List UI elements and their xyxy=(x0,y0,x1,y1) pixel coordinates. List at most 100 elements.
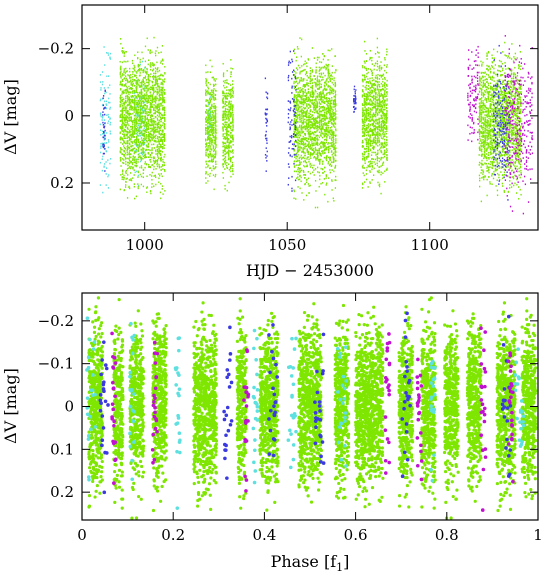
data-point xyxy=(209,108,211,111)
data-point xyxy=(371,108,373,111)
data-point xyxy=(296,77,299,79)
data-point xyxy=(306,148,308,151)
data-point xyxy=(329,147,331,150)
data-point xyxy=(163,144,165,147)
data-point xyxy=(297,108,300,111)
data-point xyxy=(132,106,134,108)
data-point xyxy=(155,159,157,162)
data-point xyxy=(299,169,301,172)
data-point xyxy=(367,148,369,151)
data-point xyxy=(162,193,164,195)
data-point xyxy=(228,115,230,117)
data-point xyxy=(140,104,143,107)
data-point xyxy=(214,105,216,107)
data-point xyxy=(228,124,231,127)
data-point xyxy=(315,190,317,192)
data-point xyxy=(161,140,164,143)
data-point xyxy=(148,135,150,137)
data-point xyxy=(143,89,145,91)
data-point xyxy=(365,128,368,131)
data-point xyxy=(302,101,305,103)
data-point xyxy=(121,130,123,132)
data-point xyxy=(361,95,364,98)
data-point xyxy=(323,114,326,117)
data-point xyxy=(149,166,151,169)
data-point xyxy=(139,105,141,107)
data-point xyxy=(141,142,143,145)
data-point xyxy=(161,117,164,120)
data-point xyxy=(122,161,124,164)
data-point xyxy=(367,118,369,120)
data-point xyxy=(364,62,366,64)
data-point xyxy=(121,74,123,77)
data-point xyxy=(142,84,145,86)
data-point xyxy=(137,138,139,141)
data-point xyxy=(323,94,325,96)
data-point xyxy=(293,132,296,135)
data-point xyxy=(137,156,140,159)
data-point xyxy=(137,119,140,122)
data-point xyxy=(321,150,323,153)
data-point xyxy=(325,129,328,131)
data-point xyxy=(369,108,372,111)
data-point xyxy=(314,179,317,182)
data-point xyxy=(316,101,318,103)
data-point xyxy=(226,124,228,126)
data-point xyxy=(304,84,306,86)
data-point xyxy=(129,87,132,89)
data-point xyxy=(222,106,224,109)
data-point xyxy=(209,107,211,109)
data-point xyxy=(367,123,370,125)
data-point xyxy=(229,160,232,163)
data-point xyxy=(229,150,232,152)
data-point xyxy=(134,164,136,167)
data-point xyxy=(121,109,123,111)
data-point xyxy=(230,136,232,139)
data-point xyxy=(297,136,299,139)
data-point xyxy=(364,148,366,150)
data-point xyxy=(154,76,156,79)
data-point xyxy=(140,152,143,155)
data-point xyxy=(103,166,105,168)
data-point xyxy=(156,124,159,126)
data-point xyxy=(293,119,295,122)
data-point xyxy=(229,108,232,111)
data-point xyxy=(329,72,331,75)
data-point xyxy=(161,164,164,166)
data-point xyxy=(215,106,217,108)
data-point xyxy=(302,131,305,133)
data-point xyxy=(109,118,111,120)
data-point xyxy=(362,153,364,156)
data-point xyxy=(293,100,296,103)
data-point xyxy=(224,160,226,163)
data-point xyxy=(128,162,131,165)
data-point xyxy=(334,95,336,97)
data-point xyxy=(371,86,374,88)
data-point xyxy=(222,98,224,100)
data-point xyxy=(228,181,230,184)
data-point xyxy=(322,78,324,81)
data-point xyxy=(295,152,298,155)
data-point xyxy=(325,147,327,150)
data-point xyxy=(365,115,367,118)
data-point xyxy=(316,125,318,128)
data-point xyxy=(142,140,145,143)
data-point xyxy=(362,158,364,161)
data-point xyxy=(332,88,334,91)
data-point xyxy=(128,167,130,169)
data-point xyxy=(309,144,312,147)
data-point xyxy=(320,79,323,81)
data-point xyxy=(226,115,228,118)
data-point xyxy=(144,97,146,99)
data-point xyxy=(328,131,330,134)
data-point xyxy=(329,86,332,89)
data-point xyxy=(109,123,111,126)
data-point xyxy=(313,156,316,158)
data-point xyxy=(122,73,124,75)
data-point xyxy=(205,133,207,135)
data-point xyxy=(212,128,214,131)
data-point xyxy=(322,124,324,127)
data-point xyxy=(319,82,321,85)
data-point xyxy=(295,140,298,143)
data-point xyxy=(107,146,109,149)
